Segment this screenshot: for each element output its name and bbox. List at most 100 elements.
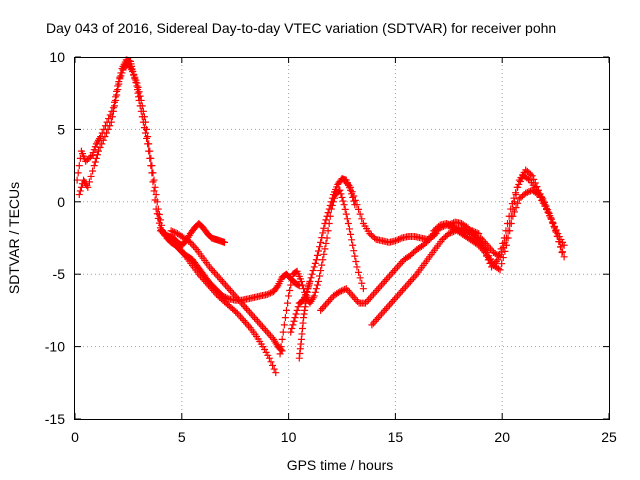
data-point (315, 247, 323, 255)
data-point (509, 212, 517, 220)
data-point (265, 330, 273, 338)
data-point (92, 154, 100, 162)
data-point (273, 283, 281, 291)
data-point (485, 252, 493, 260)
data-point (455, 227, 463, 235)
data-point (510, 208, 518, 216)
data-point (250, 314, 258, 322)
data-point (306, 277, 314, 285)
data-point (113, 91, 121, 99)
data-point (323, 212, 331, 220)
data-point (210, 268, 218, 276)
data-point (395, 235, 403, 243)
data-point (319, 229, 327, 237)
data-point (344, 286, 352, 294)
data-point (154, 205, 162, 213)
data-point (549, 220, 557, 228)
data-point (232, 308, 240, 316)
data-point (148, 162, 156, 170)
data-point (311, 288, 319, 296)
data-point (379, 279, 387, 287)
data-point (294, 303, 302, 311)
data-point (257, 321, 265, 329)
data-point (356, 210, 364, 218)
data-point (560, 253, 568, 261)
data-point (93, 151, 101, 159)
data-point (554, 233, 562, 241)
data-point (494, 265, 502, 273)
data-point (389, 297, 397, 305)
data-point (168, 234, 176, 242)
data-points (73, 56, 568, 377)
data-point (483, 248, 491, 256)
data-point (365, 296, 373, 304)
data-point (459, 228, 467, 236)
data-point (368, 321, 376, 329)
data-point (238, 315, 246, 323)
data-point (77, 183, 85, 191)
data-point (326, 296, 334, 304)
data-point (445, 221, 453, 229)
data-point (288, 325, 296, 332)
data-point (252, 315, 260, 323)
data-point (374, 314, 382, 322)
data-point (341, 205, 349, 213)
data-point (270, 365, 278, 373)
x-tick-label: 5 (178, 429, 186, 445)
data-point (382, 305, 390, 313)
data-point (277, 343, 285, 351)
data-point (144, 133, 152, 141)
data-point (134, 83, 142, 91)
series-7 (317, 230, 440, 314)
data-point (151, 183, 159, 191)
data-point (343, 215, 351, 223)
data-point (245, 322, 253, 330)
data-point (284, 299, 292, 307)
data-point (295, 282, 303, 290)
data-point (285, 292, 293, 300)
data-point (312, 285, 320, 293)
data-point (321, 245, 329, 253)
data-point (106, 122, 114, 130)
data-point (370, 319, 378, 327)
data-point (358, 215, 366, 223)
data-point (340, 201, 348, 209)
data-point (230, 290, 238, 298)
data-point (363, 297, 371, 305)
data-point (560, 241, 568, 249)
data-point (448, 228, 456, 236)
data-point (337, 287, 345, 295)
data-point (378, 281, 386, 289)
data-point (381, 306, 389, 314)
data-point (234, 296, 242, 304)
data-point (348, 188, 356, 196)
data-point (446, 220, 454, 228)
data-point (350, 294, 358, 302)
data-point (494, 252, 502, 260)
data-point (169, 227, 177, 235)
data-point (533, 189, 541, 197)
data-point (531, 179, 539, 187)
data-point (402, 283, 410, 291)
data-point (546, 212, 554, 220)
data-point (506, 227, 514, 235)
data-point (292, 310, 300, 318)
data-point (338, 193, 346, 201)
data-point (349, 241, 357, 249)
data-point (507, 220, 515, 228)
data-point (307, 274, 315, 282)
data-point (278, 335, 286, 343)
data-point (313, 281, 321, 289)
data-point (371, 317, 379, 325)
x-tick-label: 20 (494, 429, 510, 445)
data-point (488, 258, 496, 266)
data-point (247, 310, 255, 318)
y-tick-label: -10 (45, 339, 65, 355)
data-point (349, 292, 357, 300)
data-point (486, 245, 494, 253)
grid (75, 57, 609, 419)
data-point (405, 279, 413, 287)
data-point (400, 285, 408, 293)
data-point (156, 216, 164, 224)
data-point (215, 274, 223, 282)
